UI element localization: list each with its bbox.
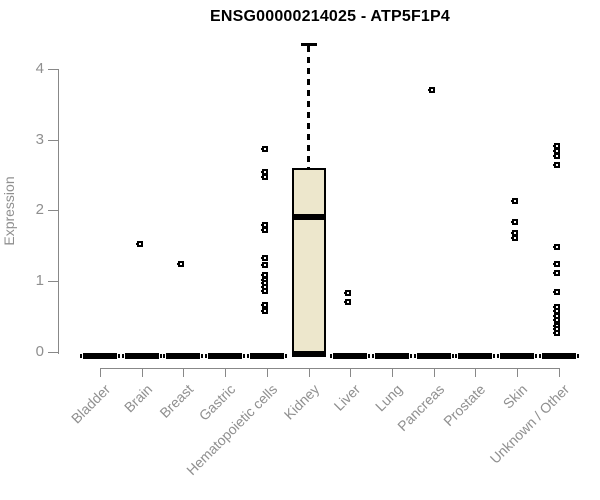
outlier-point (552, 288, 560, 295)
collapsed-box-cap-left (205, 353, 208, 358)
collapsed-box-cap-right (368, 353, 371, 358)
x-axis-tick (266, 368, 268, 377)
collapsed-box-cap-left (163, 353, 166, 358)
chart-title: ENSG00000214025 - ATP5F1P4 (209, 8, 450, 25)
outlier-point (260, 302, 268, 309)
x-axis-tick (225, 368, 227, 377)
x-axis-tick (475, 368, 477, 377)
outlier-point (552, 153, 560, 160)
outlier-point (260, 255, 268, 262)
collapsed-box-cap-left (80, 353, 82, 358)
y-tick-label: 1 (35, 272, 44, 290)
x-axis-tick (558, 368, 560, 377)
collapsed-box-cap-left (538, 353, 541, 358)
whisker-cap (300, 43, 317, 46)
collapsed-box-cap-left (497, 353, 499, 358)
y-axis-tick (48, 139, 58, 141)
collapsed-box-bar (333, 352, 368, 359)
collapsed-box-cap-left (413, 353, 416, 358)
collapsed-box-bar (208, 352, 243, 359)
y-axis-tick (48, 210, 58, 212)
y-axis-line (58, 68, 59, 355)
outlier-point (260, 261, 268, 268)
outlier-point (552, 244, 560, 251)
x-axis-tick (350, 368, 352, 377)
lower-cluster-bar (291, 350, 326, 357)
x-axis-tick (100, 368, 101, 377)
box-rect (291, 168, 326, 356)
collapsed-box-cap-right (284, 353, 287, 358)
outlier-point (511, 218, 518, 225)
y-axis-tick (48, 351, 58, 353)
y-tick-label: 4 (35, 60, 44, 78)
collapsed-box-cap-right (118, 353, 120, 358)
outlier-point (260, 287, 268, 294)
x-axis-tick (308, 368, 310, 377)
y-tick-label: 3 (35, 130, 44, 148)
collapsed-box-cap-right (409, 353, 412, 358)
collapsed-box-bar (458, 352, 493, 359)
x-axis-tick (183, 368, 185, 377)
outlier-point (135, 241, 143, 248)
collapsed-box-cap-left (246, 353, 249, 358)
outlier-point (260, 173, 268, 180)
x-axis-tick (517, 368, 518, 377)
collapsed-box-cap-right (201, 353, 204, 358)
y-axis-tick (48, 281, 58, 283)
collapsed-box-bar (124, 352, 159, 359)
collapsed-box-bar (416, 352, 451, 359)
outlier-point (260, 227, 268, 234)
collapsed-box-cap-right (493, 353, 496, 358)
x-axis-line (100, 367, 560, 369)
collapsed-box-cap-right (576, 353, 579, 358)
outlier-point (552, 316, 560, 323)
outlier-point (552, 269, 560, 276)
collapsed-box-bar (374, 352, 409, 359)
median-line (291, 214, 326, 221)
collapsed-box-bar (166, 352, 201, 359)
collapsed-box-bar (249, 352, 284, 359)
y-tick-label: 2 (35, 201, 44, 219)
whisker-line (307, 46, 310, 169)
collapsed-box-cap-left (371, 353, 374, 358)
x-axis-tick (433, 368, 435, 377)
collapsed-box-cap-right (159, 353, 162, 358)
outlier-point (511, 197, 518, 204)
outlier-point (260, 308, 268, 315)
outlier-point (511, 234, 518, 241)
y-axis-tick (48, 69, 58, 71)
outlier-point (552, 261, 560, 268)
collapsed-box-cap-left (455, 353, 458, 358)
outlier-point (552, 329, 560, 336)
outlier-point (427, 87, 435, 94)
collapsed-box-cap-left (121, 353, 124, 358)
outlier-point (552, 162, 560, 169)
x-axis-tick (391, 368, 393, 377)
collapsed-box-bar (500, 352, 534, 359)
collapsed-box-bar (541, 352, 576, 359)
collapsed-box-cap-right (451, 353, 454, 358)
collapsed-box-cap-left (330, 353, 333, 358)
outlier-point (344, 290, 352, 297)
x-axis-tick (141, 368, 143, 377)
outlier-point (177, 261, 185, 268)
collapsed-box-cap-right (535, 353, 537, 358)
outlier-point (260, 145, 268, 152)
collapsed-box-cap-right (243, 353, 246, 358)
collapsed-box-bar (83, 352, 117, 359)
y-tick-label: 0 (35, 342, 44, 360)
outlier-point (344, 298, 352, 305)
